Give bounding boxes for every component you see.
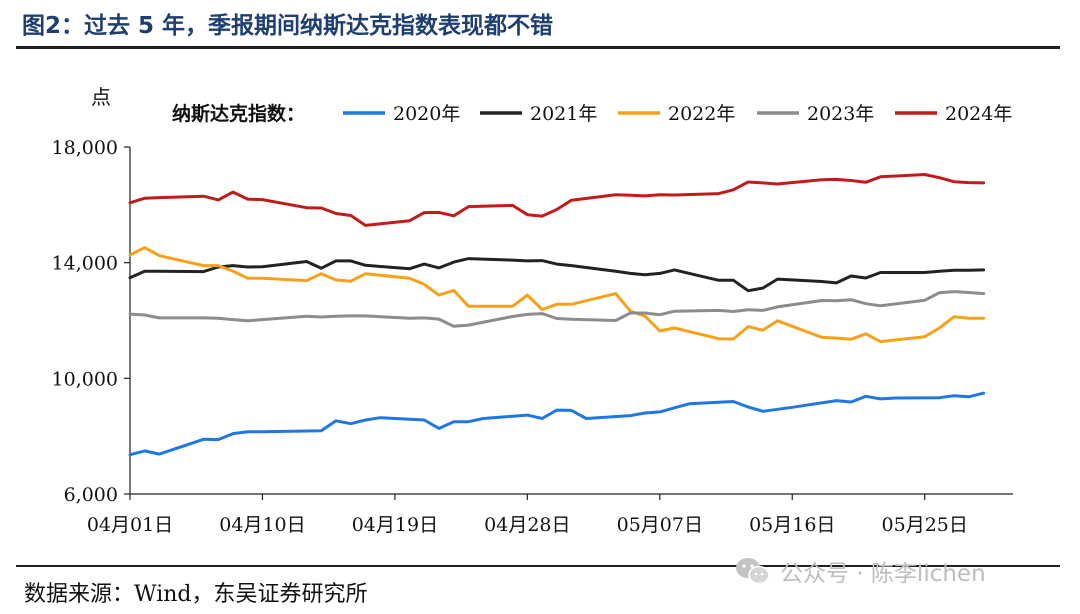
y-tick-label: 6,000 [64,484,118,506]
y-tick-label: 10,000 [52,368,118,390]
x-tick-label: 04月01日 [87,514,173,536]
x-tick-label: 04月19日 [352,514,438,536]
source-note: 数据来源：Wind，东吴证券研究所 [24,582,368,607]
wechat-icon [736,558,770,585]
series-line-2020年 [128,391,986,457]
x-axis: 04月01日 04月10日 04月19日 04月28日 05月07日 05月16日 05月2… [87,493,1013,536]
legend-item: 2024年 [895,103,1012,125]
legend-title: 纳斯达克指数： [172,102,305,125]
y-tick-label: 18,000 [52,137,118,159]
legend: 纳斯达克指数： 2020年 2021年 2022年 2023年 2024年 [172,102,1012,125]
x-tick-label: 04月28日 [484,514,570,536]
x-tick-label: 05月07日 [617,514,703,536]
y-axis: 6,000 10,000 14,000 18,000 [52,137,131,506]
legend-label: 2023年 [807,103,874,125]
y-axis-unit-label: 点 [91,85,111,109]
series-line-2023年 [128,290,986,328]
legend-label: 2024年 [945,103,1012,125]
title-rule [16,46,1060,49]
x-tick-label: 05月16日 [749,514,835,536]
figure-title: 图2：过去 5 年，季报期间纳斯达克指数表现都不错 [22,13,554,39]
legend-label: 2021年 [530,103,597,125]
x-tick-label: 04月10日 [219,514,305,536]
legend-label: 2020年 [393,103,460,125]
legend-item: 2022年 [618,103,735,125]
series-group [128,173,986,457]
legend-item: 2023年 [757,103,874,125]
legend-item: 2021年 [480,103,597,125]
legend-item: 2020年 [343,103,460,125]
watermark: 公众号 · 陈李lichen [734,554,986,588]
series-line-2022年 [128,246,986,344]
watermark-text: 公众号 · 陈李lichen [780,561,986,587]
series-line-2024年 [128,173,986,227]
legend-label: 2022年 [668,103,735,125]
x-tick-label: 05月25日 [882,514,968,536]
y-tick-label: 14,000 [52,253,118,275]
series-line-2021年 [128,257,986,293]
source-rule [16,565,1060,567]
